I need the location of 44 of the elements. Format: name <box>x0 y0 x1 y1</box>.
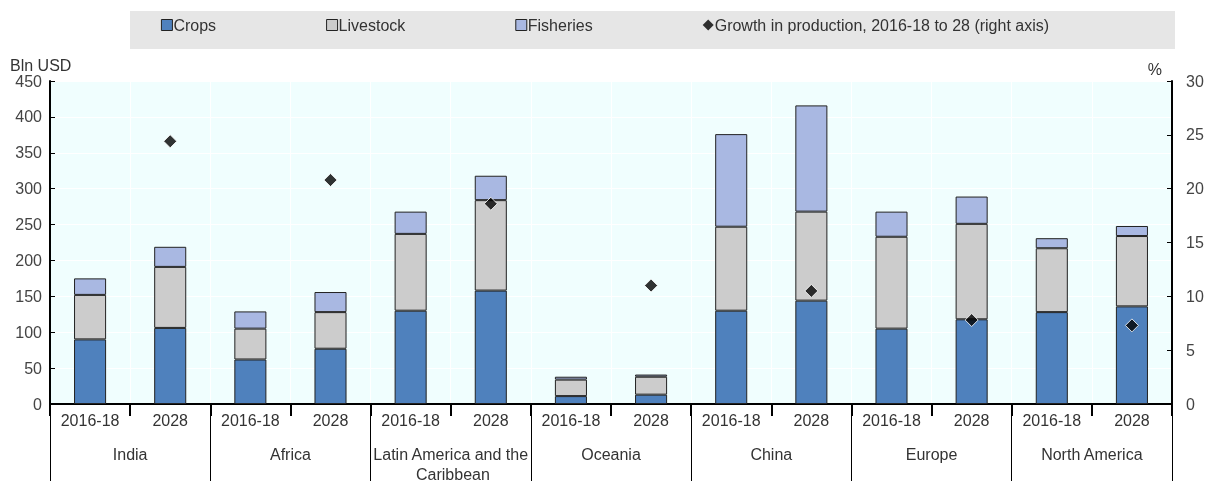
text: Europe <box>905 445 958 463</box>
x-tick-label: 2016-18 <box>701 411 761 429</box>
text: North America <box>1041 445 1143 463</box>
x-tick-label: 2016-18 <box>1022 411 1082 429</box>
y2-tick-label: 15 <box>1186 234 1204 251</box>
text: India <box>112 445 148 463</box>
text: Latin America and the Caribbean <box>373 445 529 483</box>
y-tick-label: 350 <box>15 144 43 162</box>
y2-tick-label: 0 <box>1186 395 1195 413</box>
y2-axis-title: % <box>1147 60 1162 78</box>
legend-label: Growth in production, 2016-18 to 28 (right axis) <box>714 16 1050 34</box>
x-tick-label: 2016-18 <box>60 411 120 429</box>
x-tick-label: 2028 <box>793 411 830 429</box>
y-tick-label: 300 <box>15 180 43 198</box>
x-tick-label: 2028 <box>953 411 990 429</box>
x-tick-label: 2028 <box>633 411 669 429</box>
legend-label: Fisheries <box>527 16 593 34</box>
y-tick-label: 250 <box>15 216 43 234</box>
y2-tick-label: 10 <box>1186 287 1204 305</box>
y-tick-label: 400 <box>15 108 43 126</box>
y2-tick-label: 25 <box>1186 126 1204 144</box>
x-tick-label: 2028 <box>472 411 509 429</box>
text: Oceania <box>581 445 641 463</box>
x-tick-label: 2016-18 <box>381 411 441 429</box>
x-tick-label: 2028 <box>1114 411 1150 429</box>
y-tick-label: 100 <box>15 323 43 341</box>
y-tick-label: 50 <box>24 359 43 377</box>
y-tick-label: 450 <box>15 72 43 90</box>
legend-label: Crops <box>173 16 217 34</box>
x-tick-label: 2016-18 <box>221 411 280 429</box>
text: China <box>750 445 793 463</box>
y2-tick-label: 5 <box>1186 341 1195 359</box>
y2-tick-label: 20 <box>1186 180 1204 198</box>
x-tick-label: 2016-18 <box>862 411 921 429</box>
x-tick-label: 2028 <box>152 411 189 429</box>
text: Africa <box>269 445 311 463</box>
y2-tick-label: 30 <box>1186 72 1204 90</box>
y-tick-label: 0 <box>33 395 43 413</box>
x-tick-label: 2028 <box>312 411 349 429</box>
x-tick-label: 2016-18 <box>541 411 601 429</box>
y-tick-label: 150 <box>15 287 43 305</box>
y-tick-label: 200 <box>15 251 43 269</box>
legend-label: Livestock <box>338 16 407 34</box>
y-axis-title: Bln USD <box>10 56 72 74</box>
